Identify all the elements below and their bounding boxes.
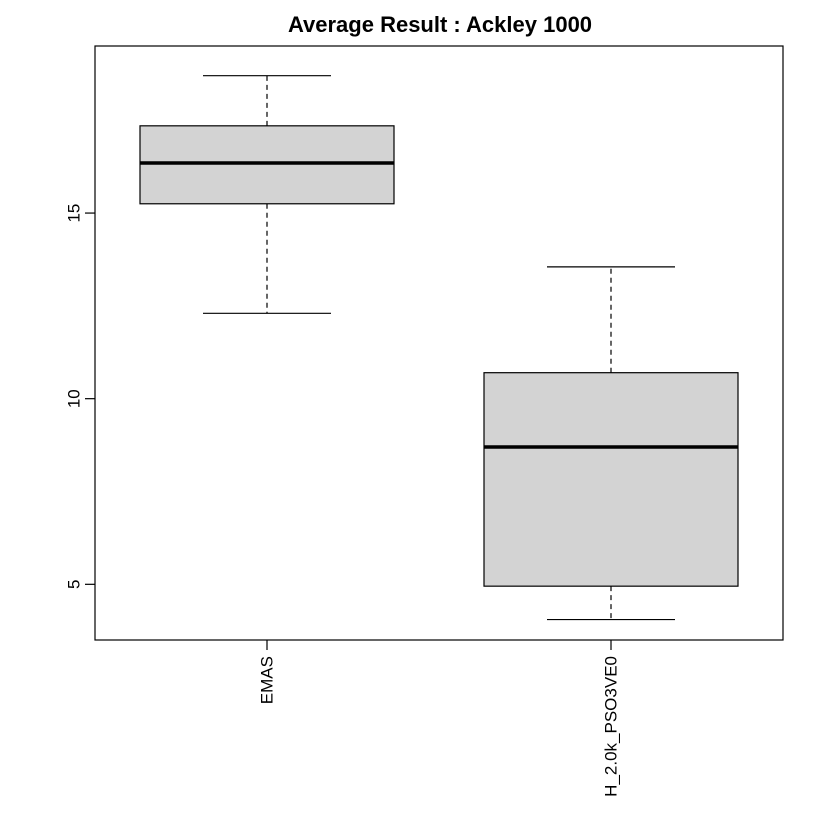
y-tick-label: 10 [65, 389, 84, 408]
x-category-label: H_2.0k_PSO3VE0 [602, 656, 621, 797]
boxes [139, 75, 739, 621]
box-1 [139, 75, 395, 314]
y-tick-label: 15 [65, 204, 84, 223]
x-axis: EMAS H_2.0k_PSO3VE0 [258, 640, 621, 797]
plot-frame [94, 45, 784, 641]
iqr-box [483, 372, 739, 587]
x-category-label: EMAS [258, 656, 277, 704]
y-axis: 5 10 15 [65, 204, 95, 589]
chart-title: Average Result : Ackley 1000 [288, 12, 592, 37]
iqr-box [139, 125, 395, 205]
box-2 [483, 266, 739, 621]
y-tick-label: 5 [65, 580, 84, 589]
